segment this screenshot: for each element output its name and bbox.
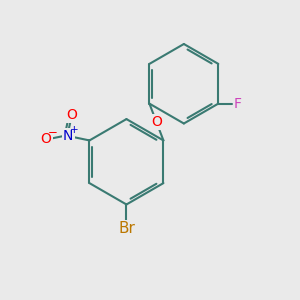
Text: O: O [41, 132, 52, 146]
Text: +: + [70, 125, 78, 135]
Text: −: − [48, 126, 58, 139]
Text: Br: Br [118, 221, 135, 236]
Text: O: O [66, 108, 77, 122]
Text: O: O [151, 115, 162, 129]
Text: F: F [234, 97, 242, 111]
Text: N: N [63, 129, 74, 143]
